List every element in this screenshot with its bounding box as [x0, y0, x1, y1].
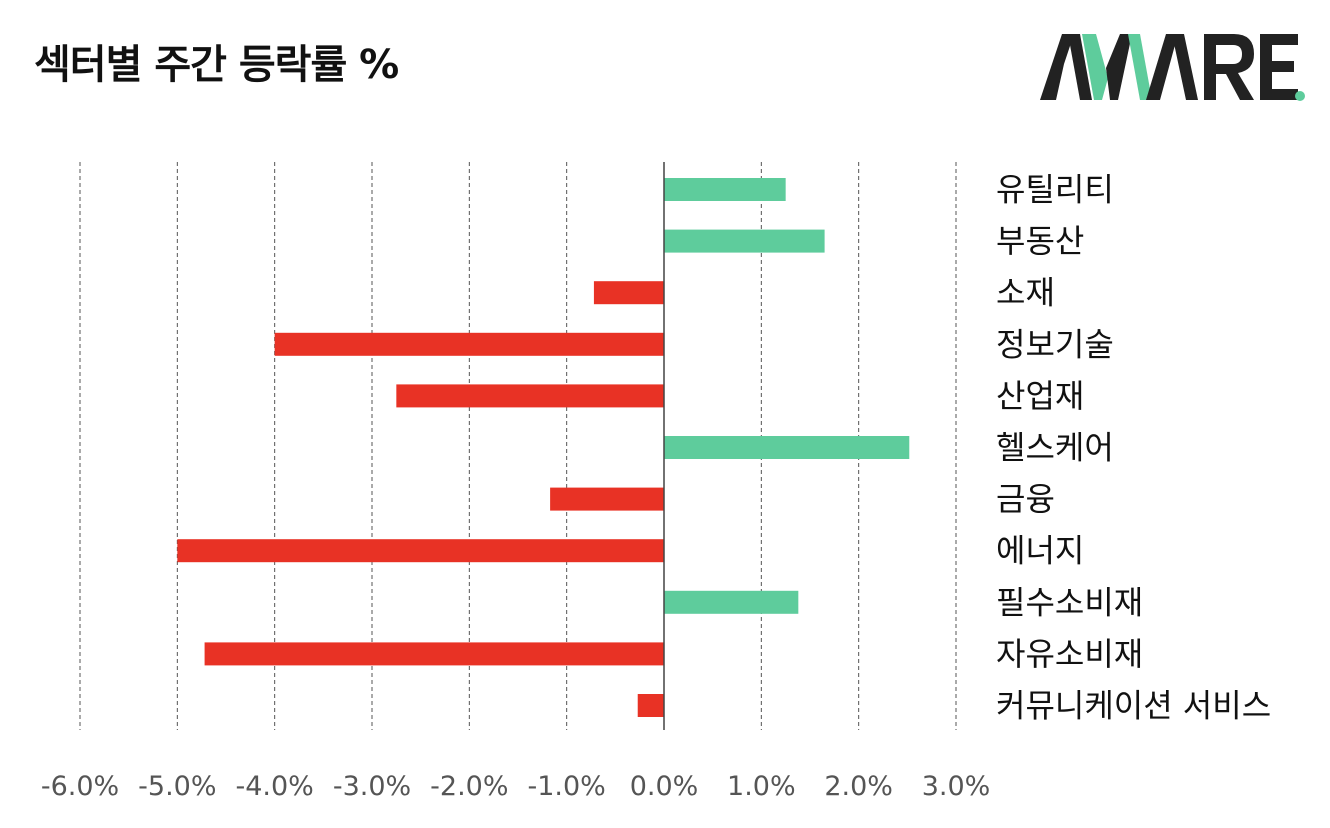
- bar: [664, 178, 786, 201]
- bar: [664, 436, 910, 459]
- category-label: 금융: [996, 480, 1055, 518]
- x-tick-label: 1.0%: [727, 771, 796, 802]
- category-label: 에너지: [996, 532, 1084, 570]
- category-label: 필수소비재: [996, 583, 1143, 621]
- category-label: 커뮤니케이션 서비스: [996, 687, 1271, 725]
- x-tick-labels: -6.0% -5.0% -4.0% -3.0% -2.0% -1.0% 0.0% 1.0% 2.…: [41, 771, 990, 802]
- category-label: 산업재: [996, 377, 1084, 415]
- x-tick-label: 3.0%: [922, 771, 991, 802]
- category-label: 자유소비재: [996, 635, 1143, 673]
- bar: [177, 539, 665, 563]
- category-label: 정보기술: [996, 325, 1114, 363]
- aware-logo-graphic: [1040, 34, 1305, 101]
- bar: [664, 590, 799, 614]
- gridlines: [79, 162, 957, 730]
- category-label: 유틸리티: [996, 171, 1114, 209]
- category-label: 부동산: [996, 222, 1084, 260]
- x-tick-label: 0.0%: [630, 771, 699, 802]
- category-label: 헬스케어: [996, 429, 1114, 467]
- x-tick-label: 2.0%: [824, 771, 893, 802]
- aware-logo: [1036, 30, 1306, 108]
- x-tick-label: -1.0%: [527, 771, 605, 802]
- bar: [664, 229, 825, 253]
- bar: [396, 384, 664, 408]
- bars: [177, 178, 910, 717]
- page-title: 섹터별 주간 등락률 %: [34, 42, 399, 88]
- x-tick-label: -6.0%: [41, 771, 119, 802]
- bar: [637, 694, 664, 717]
- x-tick-label: -4.0%: [235, 771, 313, 802]
- bar: [593, 281, 664, 305]
- x-tick-label: -5.0%: [138, 771, 216, 802]
- category-labels: 유틸리티부동산소재정보기술산업재헬스케어금융에너지필수소비재자유소비재커뮤니케이…: [996, 171, 1271, 725]
- category-label: 소재: [996, 274, 1055, 312]
- bar: [204, 642, 664, 666]
- bar: [550, 487, 664, 511]
- bar: [274, 332, 664, 356]
- x-tick-label: -2.0%: [430, 771, 508, 802]
- x-tick-label: -3.0%: [333, 771, 411, 802]
